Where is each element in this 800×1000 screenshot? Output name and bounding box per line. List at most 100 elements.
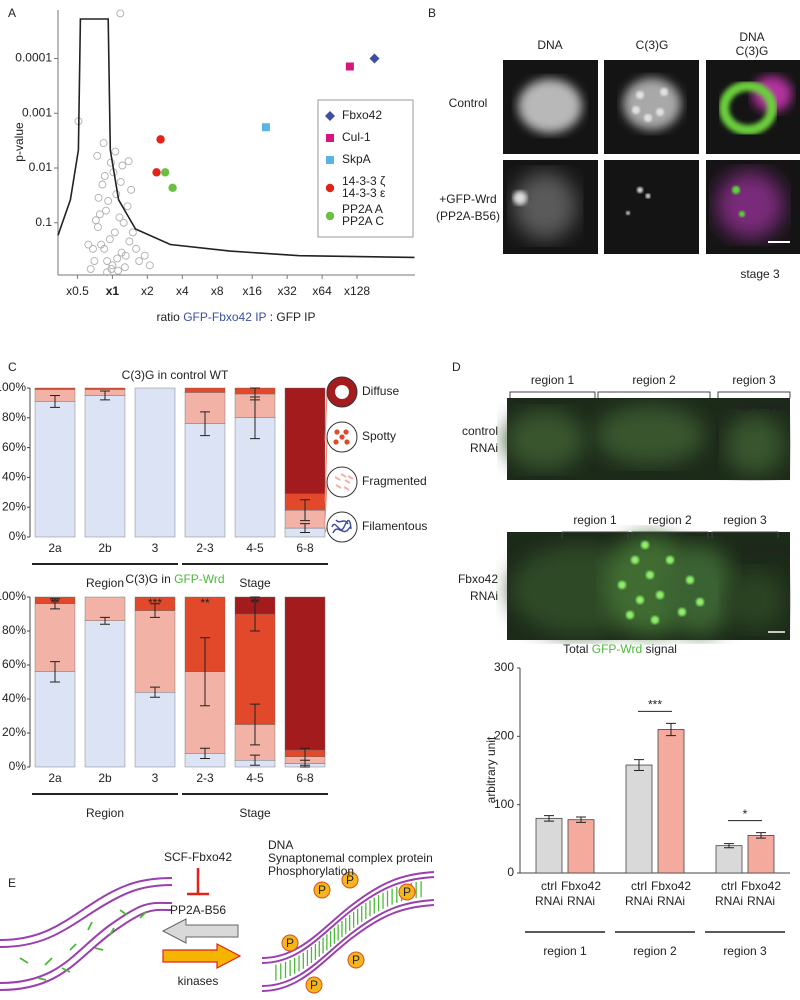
bar	[535, 817, 563, 874]
background-point	[128, 228, 137, 237]
sc-protein	[119, 909, 128, 916]
bar-segment	[34, 387, 76, 390]
row-label: (PP2A-B56)	[436, 209, 500, 223]
sc-protein	[61, 967, 71, 973]
x-tick-label: 2a	[48, 771, 62, 785]
row-label: +GFP-Wrd	[439, 192, 496, 206]
legend-icon-pattern	[340, 473, 347, 478]
y-tick-label: 0.01	[29, 160, 53, 174]
merge-dna	[716, 171, 784, 239]
background-point	[119, 218, 128, 227]
background-point	[113, 254, 122, 263]
legend-label: 14-3-3 ζ	[342, 174, 386, 188]
phospho-label: P	[318, 883, 326, 897]
background-point	[84, 240, 93, 249]
background-point	[114, 266, 123, 275]
background-point	[91, 216, 100, 225]
background-point	[105, 235, 114, 244]
background-point	[103, 268, 112, 277]
point	[261, 123, 270, 132]
y-tick-label: 0.1	[35, 215, 52, 229]
column-label: C(3)G	[636, 38, 669, 52]
legend-marker	[326, 156, 334, 164]
c3g-spot	[626, 211, 630, 215]
background-point	[123, 202, 132, 211]
legend-icon-pattern	[339, 434, 345, 440]
chart-title-part: C(3)G in	[125, 572, 174, 586]
background-point	[97, 240, 106, 249]
sc-protein	[139, 911, 147, 919]
channel-label: GFP-Wrd	[740, 543, 790, 557]
c3g-spot	[637, 187, 643, 193]
y-tick-label: 80%	[2, 410, 26, 424]
background-point	[135, 257, 144, 265]
sc-protein	[94, 947, 104, 951]
x-tick-label: 2b	[98, 541, 112, 555]
y-tick-label: 0.0001	[15, 51, 52, 65]
gfp-signal	[725, 415, 785, 475]
dna-signal	[513, 172, 577, 240]
row-label: RNAi	[470, 441, 498, 455]
x-tick-label: x32	[277, 284, 297, 298]
background-point	[140, 251, 149, 260]
bar-segment	[34, 603, 76, 672]
chart-title-part: C(3)G in control WT	[122, 368, 229, 382]
legend-label: Spotty	[362, 429, 396, 443]
x-tick-label: 2-3	[196, 541, 214, 555]
bar-label: RNAi	[715, 894, 743, 908]
point	[168, 183, 177, 193]
bar-segment	[134, 610, 176, 693]
region-label: region 3	[732, 373, 776, 387]
dna-strand	[0, 884, 173, 948]
c3g-texture	[656, 108, 664, 116]
legend-icon-pattern	[343, 429, 349, 435]
legend-label: PP2A A	[342, 202, 383, 216]
x-tick-label: 6-8	[296, 541, 314, 555]
bar-label: ctrl	[721, 879, 737, 893]
panel-label: D	[452, 360, 461, 374]
background-point	[90, 257, 99, 265]
panel-label: E	[8, 876, 16, 890]
x-tick-label: x4	[176, 284, 189, 298]
column-label: C(3)G	[736, 44, 769, 58]
bar-label: RNAi	[625, 894, 653, 908]
panel-label: C	[8, 360, 17, 374]
y-tick-label: 40%	[2, 691, 26, 705]
error-bar	[100, 616, 110, 625]
legend-label: Diffuse	[362, 384, 399, 398]
bar-label: Fbxo42	[741, 879, 781, 893]
c3g-texture	[644, 114, 652, 122]
background-point	[110, 228, 119, 237]
panel-label: B	[428, 6, 436, 20]
legend-icon	[326, 466, 358, 498]
bar-segment	[284, 387, 326, 494]
phospho-label: P	[310, 978, 318, 992]
y-tick-label: 0%	[9, 529, 27, 543]
gfp-dot	[631, 556, 639, 564]
group-label: Stage	[239, 576, 271, 590]
x-tick-label: x2	[141, 284, 154, 298]
legend-icon-pattern	[344, 479, 351, 484]
x-tick-label: x64	[312, 284, 332, 298]
chart-title-part: GFP-Wrd	[174, 572, 224, 586]
bar-segment	[134, 387, 176, 538]
error-bar	[300, 747, 310, 766]
x-tick-label: x0.5	[66, 284, 89, 298]
legend-label: 14-3-3 ε	[342, 186, 386, 200]
group-label: region 3	[723, 944, 767, 958]
gfp-signal	[595, 405, 705, 465]
background-point	[93, 223, 102, 232]
bar-label: Fbxo42	[561, 879, 601, 893]
dna-spot	[513, 191, 527, 205]
phospho-site	[313, 881, 331, 899]
dna-strand	[261, 904, 435, 992]
error-bar	[756, 832, 766, 839]
c3g-texture	[660, 88, 668, 96]
dna-strand	[0, 908, 173, 991]
x-tick-label: 2-3	[196, 771, 214, 785]
bar	[747, 835, 775, 874]
sc-protein	[19, 957, 29, 964]
y-axis-label: p-value	[12, 122, 26, 162]
sc-protein	[37, 977, 47, 981]
